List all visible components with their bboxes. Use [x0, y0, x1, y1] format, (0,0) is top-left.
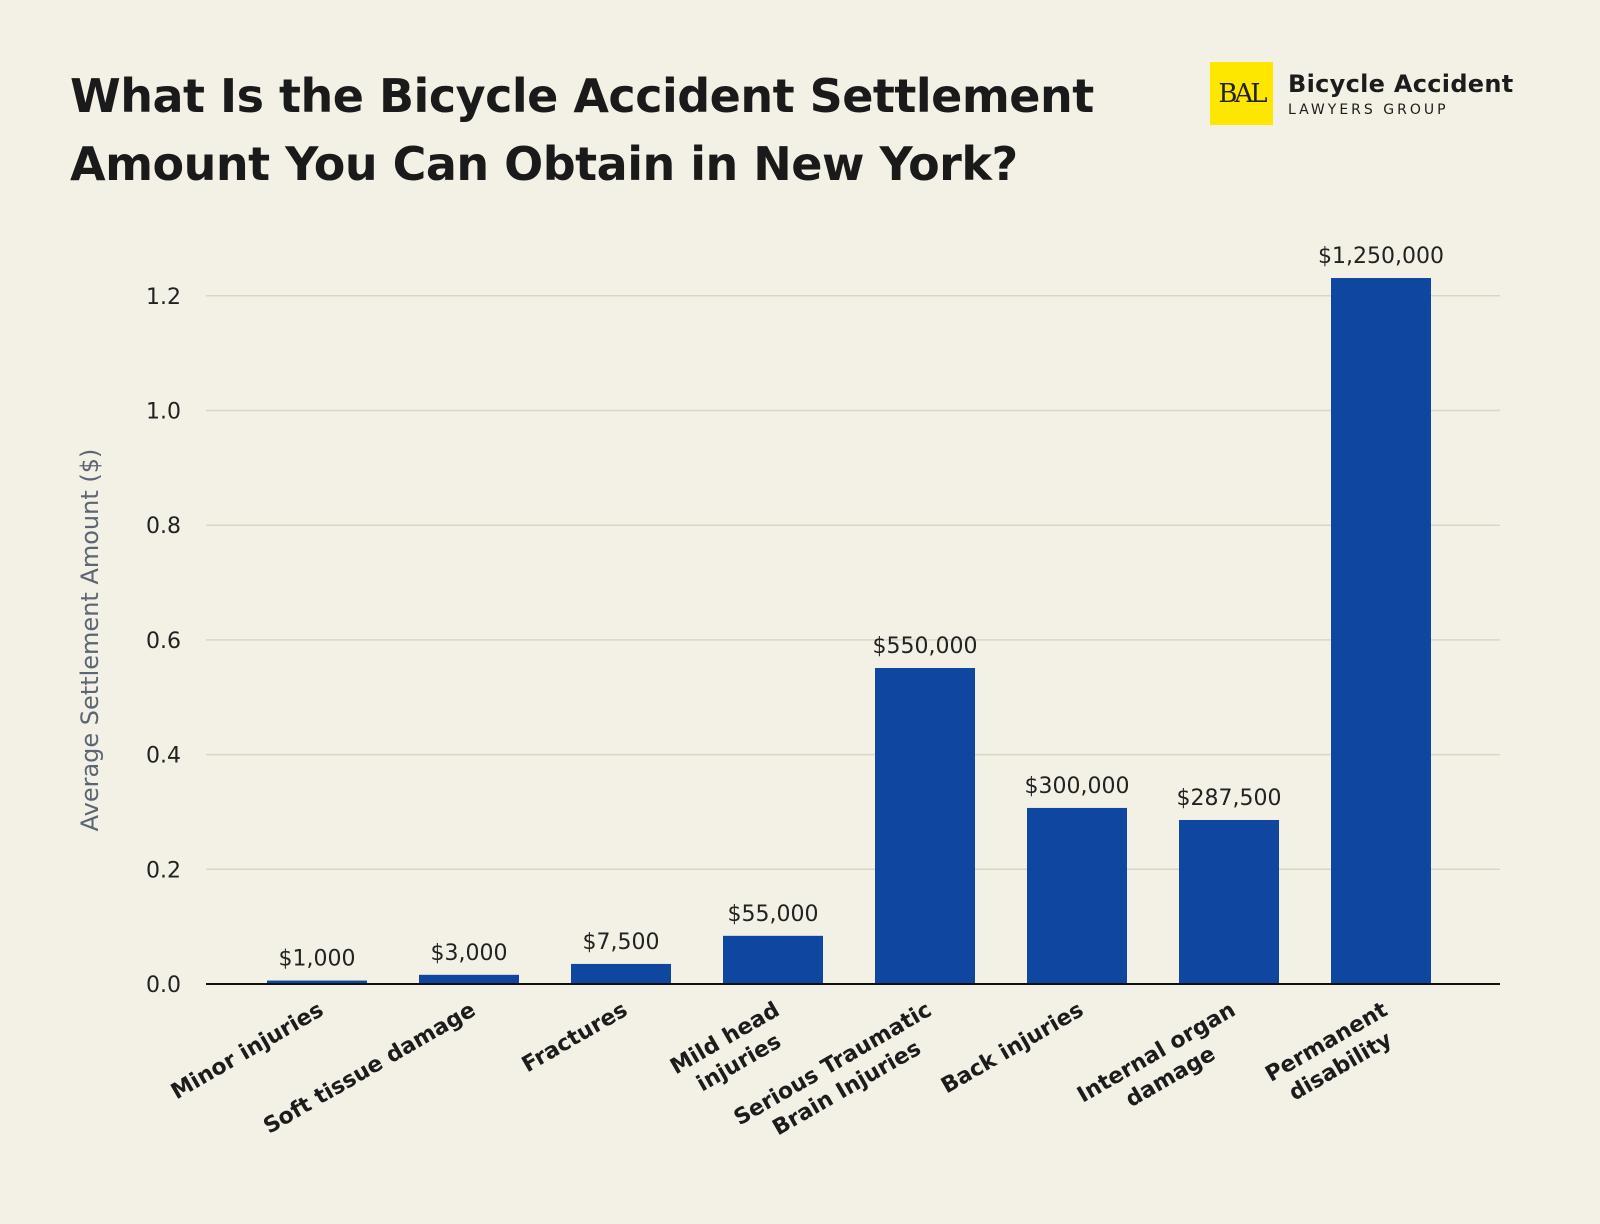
x-tick-label-line: Back injuries	[937, 998, 1088, 1100]
bar	[1331, 278, 1431, 985]
y-tick-label: 0.8	[146, 514, 181, 539]
data-label: $1,250,000	[1318, 244, 1444, 269]
bar	[571, 963, 671, 984]
y-axis-label: Average Settlement Amount ($)	[76, 449, 104, 832]
y-tick-label: 1.0	[146, 400, 181, 425]
logo: BAL Bicycle Accident LAWYERS GROUP	[1210, 62, 1514, 125]
title-line-1: What Is the Bicycle Accident Settlement	[70, 69, 1094, 123]
bar	[1027, 807, 1127, 984]
x-tick-label: Back injuries	[937, 998, 1088, 1100]
y-tick-label: 0.6	[146, 629, 181, 654]
x-tick-label-line: Fractures	[518, 998, 632, 1078]
data-label: $287,500	[1177, 786, 1282, 811]
data-label: $1,000	[279, 947, 356, 972]
x-tick-label-line: Minor injuries	[167, 998, 328, 1105]
bar	[267, 980, 367, 984]
logo-line-1: Bicycle Accident	[1288, 69, 1514, 98]
x-tick-label: Minor injuries	[167, 998, 328, 1105]
chart-title: What Is the Bicycle Accident Settlement …	[70, 62, 1094, 198]
y-tick-label: 0.2	[146, 858, 181, 883]
logo-line-2: LAWYERS GROUP	[1288, 101, 1449, 118]
x-tick-label: Fractures	[518, 998, 632, 1078]
logo-mark: BAL	[1210, 62, 1273, 125]
bar	[1179, 819, 1279, 984]
data-label: $550,000	[873, 634, 978, 659]
bar	[875, 668, 975, 984]
data-label: $3,000	[431, 941, 508, 966]
y-tick-label: 1.2	[146, 285, 181, 310]
y-tick-label: 0.0	[146, 973, 181, 998]
data-label: $300,000	[1025, 774, 1130, 799]
data-label: $55,000	[728, 902, 819, 927]
bar	[419, 974, 519, 984]
y-tick-label: 0.4	[146, 744, 181, 769]
data-label: $7,500	[583, 930, 660, 955]
bar	[723, 935, 823, 984]
title-line-2: Amount You Can Obtain in New York?	[70, 137, 1018, 191]
